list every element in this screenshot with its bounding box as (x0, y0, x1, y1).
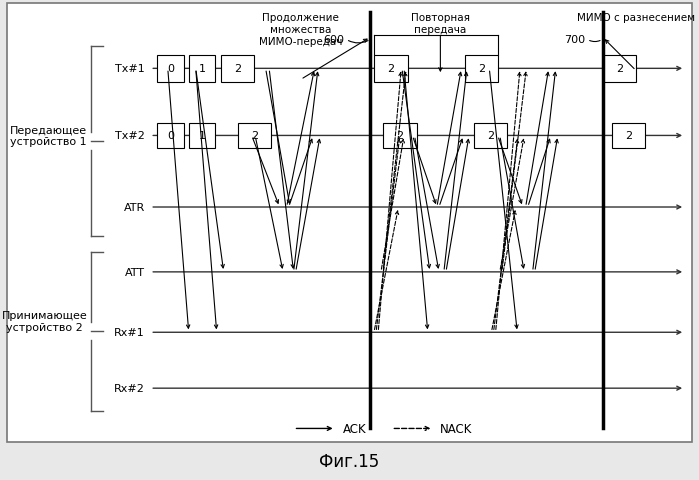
Bar (612, 124, 645, 148)
Text: Продолжение
множества
МИМО-передач: Продолжение множества МИМО-передач (259, 13, 343, 47)
Bar (189, 56, 215, 83)
Text: 700: 700 (564, 35, 585, 45)
Text: ATT: ATT (124, 267, 145, 277)
Text: 600: 600 (323, 35, 344, 45)
Text: 2: 2 (387, 64, 394, 74)
Bar (383, 124, 417, 148)
Bar (157, 56, 184, 83)
Text: Фиг.15: Фиг.15 (319, 453, 380, 470)
Text: 1: 1 (199, 64, 206, 74)
Text: МИМО с разнесением: МИМО с разнесением (577, 13, 695, 24)
Text: 2: 2 (625, 131, 632, 141)
Bar (474, 124, 507, 148)
Text: Принимающее
устройство 2: Принимающее устройство 2 (1, 311, 87, 332)
Text: Tx#2: Tx#2 (115, 131, 145, 141)
Text: 2: 2 (478, 64, 485, 74)
Bar (238, 124, 271, 148)
Text: 2: 2 (616, 64, 623, 74)
Bar (157, 124, 184, 148)
Text: 2: 2 (251, 131, 258, 141)
Text: 2: 2 (487, 131, 494, 141)
Text: ACK: ACK (343, 422, 366, 435)
Text: 0: 0 (167, 64, 174, 74)
Text: 2: 2 (396, 131, 403, 141)
Bar (189, 124, 215, 148)
Text: 0: 0 (167, 131, 174, 141)
Bar (465, 56, 498, 83)
Bar (374, 56, 408, 83)
Text: ATR: ATR (124, 203, 145, 213)
Text: Передающее
устройство 1: Передающее устройство 1 (10, 125, 87, 147)
Bar (221, 56, 254, 83)
Text: NACK: NACK (440, 422, 473, 435)
Text: 1: 1 (199, 131, 206, 141)
Text: Tx#1: Tx#1 (115, 64, 145, 74)
Text: Rx#2: Rx#2 (114, 384, 145, 393)
Text: Rx#1: Rx#1 (114, 327, 145, 337)
Text: 2: 2 (234, 64, 241, 74)
Text: Повторная
передача: Повторная передача (411, 13, 470, 35)
Bar (603, 56, 636, 83)
